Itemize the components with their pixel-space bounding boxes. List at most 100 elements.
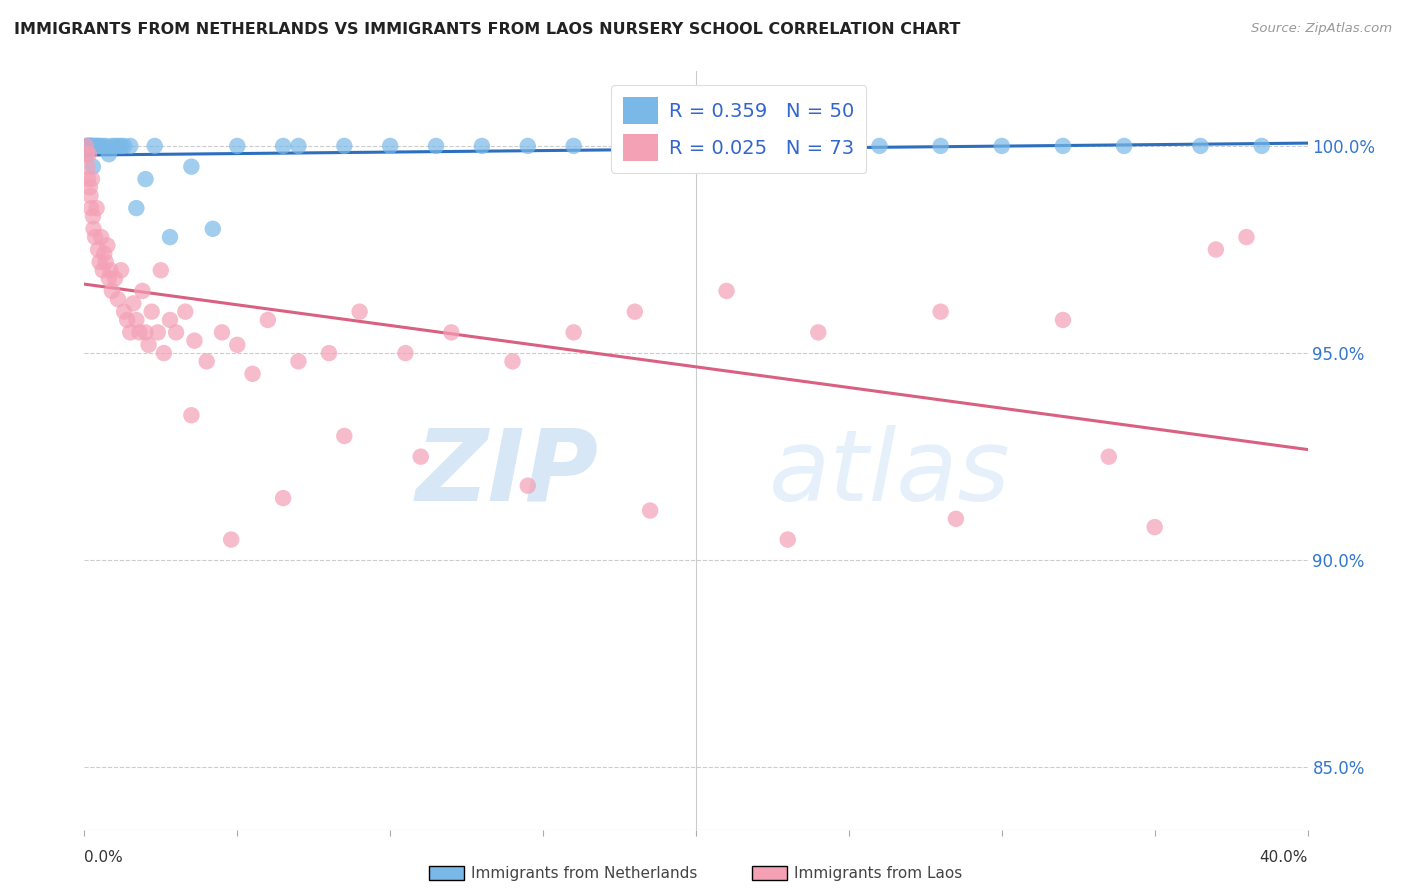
Point xyxy=(76,160,98,174)
Point xyxy=(110,263,132,277)
Point xyxy=(94,255,117,269)
Point xyxy=(1098,450,1121,464)
Point xyxy=(91,263,114,277)
Point xyxy=(135,172,157,186)
Point xyxy=(110,139,132,153)
Point xyxy=(1052,139,1074,153)
Point xyxy=(87,139,110,153)
Point xyxy=(685,139,707,153)
Point xyxy=(86,139,108,153)
Point xyxy=(75,139,97,153)
Point xyxy=(257,313,280,327)
Point xyxy=(93,246,115,260)
Point xyxy=(77,139,100,153)
Point xyxy=(82,210,104,224)
Point xyxy=(112,304,135,318)
Point xyxy=(83,139,105,153)
Text: atlas: atlas xyxy=(769,425,1011,522)
Point xyxy=(80,172,103,186)
Point xyxy=(90,230,112,244)
Point xyxy=(79,188,101,202)
Point xyxy=(77,147,100,161)
Point xyxy=(195,354,218,368)
Point xyxy=(104,139,127,153)
Point xyxy=(807,139,830,153)
Point xyxy=(80,139,103,153)
Point xyxy=(79,180,101,194)
Point xyxy=(624,304,647,318)
Point xyxy=(287,354,309,368)
Point xyxy=(115,313,138,327)
Point xyxy=(1114,139,1136,153)
Point xyxy=(159,313,181,327)
Point xyxy=(1236,230,1258,244)
Point xyxy=(929,139,952,153)
Point xyxy=(807,326,830,340)
Point xyxy=(183,334,205,348)
Point xyxy=(76,139,98,153)
Point xyxy=(201,222,224,236)
Point xyxy=(138,338,160,352)
Point xyxy=(96,238,118,252)
Point xyxy=(394,346,416,360)
Point xyxy=(174,304,197,318)
Text: ZIP: ZIP xyxy=(415,425,598,522)
Point xyxy=(1143,520,1166,534)
Point xyxy=(287,139,309,153)
Point xyxy=(80,201,103,215)
Point xyxy=(869,139,891,153)
Point xyxy=(226,139,249,153)
Point xyxy=(318,346,340,360)
Point xyxy=(624,139,647,153)
Point xyxy=(638,503,661,517)
Point xyxy=(380,139,402,153)
Point xyxy=(165,326,187,340)
Point xyxy=(271,139,294,153)
Point xyxy=(440,326,463,340)
Point xyxy=(112,139,135,153)
Point xyxy=(929,304,952,318)
Point xyxy=(79,139,101,153)
Point xyxy=(747,139,769,153)
Point xyxy=(98,263,121,277)
Point xyxy=(159,230,181,244)
Point xyxy=(516,478,538,492)
Point xyxy=(143,139,166,153)
Text: Immigrants from Laos: Immigrants from Laos xyxy=(794,866,963,880)
Point xyxy=(409,450,432,464)
Text: 0.0%: 0.0% xyxy=(84,850,124,865)
Point xyxy=(97,147,120,161)
Point xyxy=(242,367,264,381)
Point xyxy=(271,491,294,505)
Point xyxy=(91,139,114,153)
Point xyxy=(86,201,108,215)
Point xyxy=(122,296,145,310)
Point xyxy=(104,271,127,285)
Text: Immigrants from Netherlands: Immigrants from Netherlands xyxy=(471,866,697,880)
Point xyxy=(76,147,98,161)
Text: Source: ZipAtlas.com: Source: ZipAtlas.com xyxy=(1251,22,1392,36)
Point xyxy=(149,263,172,277)
Point xyxy=(135,326,157,340)
Point xyxy=(1052,313,1074,327)
Point xyxy=(77,172,100,186)
Point xyxy=(125,313,148,327)
Point xyxy=(333,139,356,153)
Point xyxy=(101,139,124,153)
Point xyxy=(84,230,107,244)
Text: 40.0%: 40.0% xyxy=(1260,850,1308,865)
Point xyxy=(75,147,97,161)
Point xyxy=(146,326,169,340)
Point xyxy=(516,139,538,153)
Point xyxy=(349,304,371,318)
Point xyxy=(1205,243,1227,257)
Point xyxy=(141,304,163,318)
Point xyxy=(83,222,105,236)
Point xyxy=(84,139,107,153)
Text: IMMIGRANTS FROM NETHERLANDS VS IMMIGRANTS FROM LAOS NURSERY SCHOOL CORRELATION C: IMMIGRANTS FROM NETHERLANDS VS IMMIGRANT… xyxy=(14,22,960,37)
Point xyxy=(219,533,242,547)
Point xyxy=(82,160,104,174)
Point xyxy=(945,512,967,526)
Point xyxy=(153,346,176,360)
Point xyxy=(128,326,150,340)
